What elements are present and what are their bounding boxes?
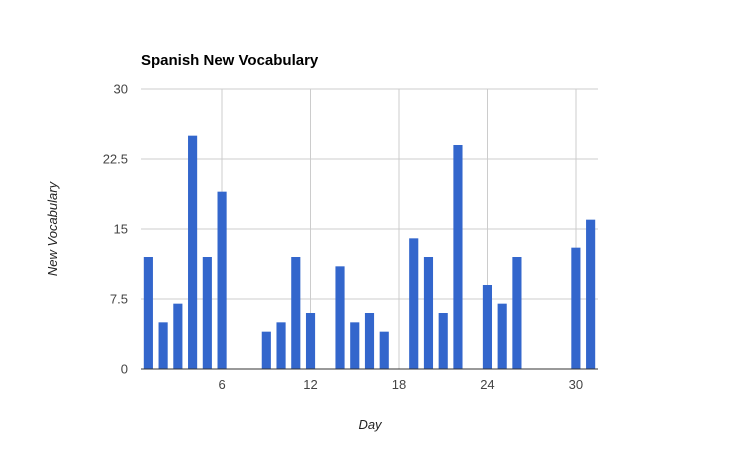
- x-axis-title: Day: [358, 417, 383, 432]
- bar: [143, 257, 153, 369]
- y-tick-label: 7.5: [110, 292, 128, 307]
- bar: [438, 313, 448, 369]
- chart-title: Spanish New Vocabulary: [141, 52, 319, 69]
- x-tick-label: 6: [218, 377, 225, 392]
- bar: [276, 322, 286, 369]
- x-tick-label: 12: [303, 377, 317, 392]
- bar: [423, 257, 434, 369]
- x-axis-ticks: 6 12 18 24 30: [218, 377, 583, 392]
- bar: [453, 145, 463, 369]
- x-tick-label: 30: [569, 377, 583, 392]
- bar: [364, 313, 375, 369]
- bar: [512, 257, 522, 369]
- bar: [350, 322, 360, 369]
- bar: [571, 247, 581, 369]
- y-tick-label: 0: [121, 362, 128, 377]
- bars: [143, 135, 596, 369]
- y-axis-ticks: 0 7.5 15 22.5 30: [103, 82, 128, 377]
- bar: [291, 257, 301, 369]
- bar: [335, 266, 345, 369]
- bar: [305, 313, 316, 369]
- bar: [409, 238, 419, 369]
- bar: [586, 219, 596, 369]
- bar: [202, 257, 212, 369]
- bar: [497, 303, 507, 369]
- y-tick-label: 22.5: [103, 152, 128, 167]
- bar: [482, 285, 493, 369]
- y-tick-label: 15: [114, 222, 128, 237]
- x-tick-label: 24: [480, 377, 494, 392]
- bar: [173, 303, 183, 369]
- y-axis-title: New Vocabulary: [45, 180, 60, 276]
- bar: [217, 191, 227, 369]
- bar: [158, 322, 168, 369]
- bar: [261, 331, 271, 369]
- bar: [379, 331, 389, 369]
- y-tick-label: 30: [114, 82, 128, 97]
- x-tick-label: 18: [392, 377, 406, 392]
- bar: [188, 135, 198, 369]
